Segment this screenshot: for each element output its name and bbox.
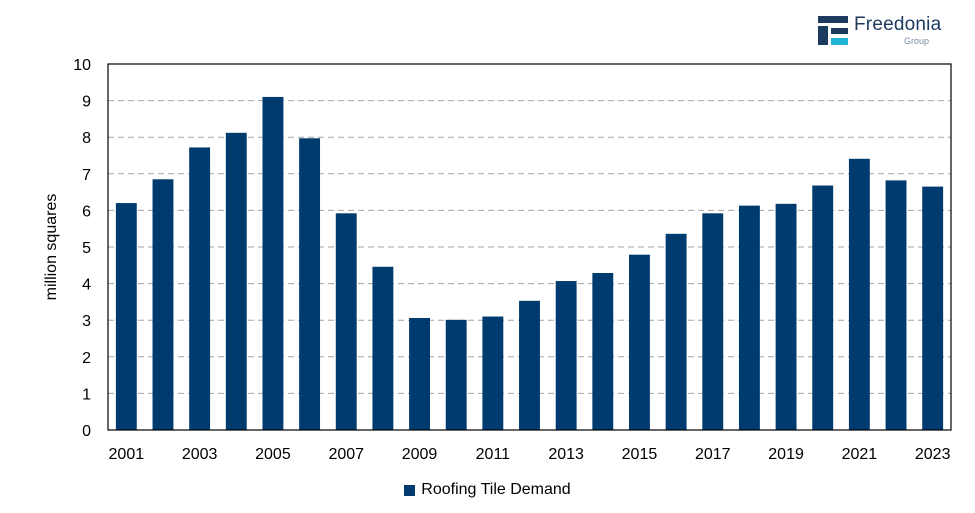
bar-2002 <box>152 179 174 430</box>
bar-2016 <box>665 233 687 430</box>
x-tick-label: 2023 <box>915 446 951 463</box>
bars <box>115 96 944 431</box>
freedonia-logo-icon <box>818 16 848 45</box>
bar-2017 <box>702 213 724 430</box>
bar-2011 <box>482 316 504 430</box>
bar-2012 <box>519 300 540 430</box>
x-tick-label: 2013 <box>548 446 584 463</box>
bar-2019 <box>775 203 797 430</box>
legend-label: Roofing Tile Demand <box>421 481 571 498</box>
x-tick-label: 2007 <box>328 446 364 463</box>
y-tick-label: 10 <box>73 57 91 74</box>
y-tick-label: 9 <box>82 94 91 111</box>
plot-area <box>107 63 952 431</box>
bar-2007 <box>335 213 357 430</box>
y-axis-title: million squares <box>43 194 60 301</box>
bar-2009 <box>409 318 430 430</box>
y-tick-label: 3 <box>82 313 91 330</box>
y-tick-label: 7 <box>82 167 91 184</box>
bar-2023 <box>922 186 944 430</box>
bar-2005 <box>262 96 284 430</box>
x-tick-label: 2009 <box>402 446 438 463</box>
grid-lines <box>108 100 951 394</box>
legend: Roofing Tile Demand <box>0 481 975 499</box>
x-tick-label: 2017 <box>695 446 731 463</box>
y-tick-label: 6 <box>82 203 91 220</box>
x-tick-label: 2003 <box>182 446 218 463</box>
bar-2013 <box>555 281 577 430</box>
bar-2018 <box>738 205 760 430</box>
y-tick-label: 4 <box>82 277 91 294</box>
freedonia-logo: Freedonia Group <box>818 14 958 50</box>
y-tick-label: 0 <box>82 423 91 440</box>
x-tick-label: 2001 <box>109 446 145 463</box>
y-tick-label: 1 <box>82 386 91 403</box>
logo-subtext: Group <box>904 36 930 46</box>
bar-2022 <box>885 180 907 430</box>
y-axis-ticks: 0 1 2 3 4 5 6 7 8 9 10 <box>73 57 91 440</box>
x-tick-label: 2019 <box>768 446 804 463</box>
x-tick-label: 2005 <box>255 446 291 463</box>
bar-2015 <box>629 254 650 430</box>
logo-text: Freedonia <box>854 14 942 35</box>
bar-2010 <box>445 319 467 430</box>
x-tick-label: 2011 <box>476 446 511 463</box>
legend-swatch <box>404 484 416 496</box>
bar-2004 <box>225 132 247 431</box>
bar-2001 <box>115 203 137 430</box>
bar-2008 <box>372 266 394 430</box>
y-tick-label: 2 <box>82 350 91 367</box>
bar-2003 <box>189 147 211 430</box>
bar-2014 <box>592 272 614 430</box>
x-tick-label: 2015 <box>622 446 658 463</box>
x-axis-ticks: 2001 2003 2005 2007 2009 2011 2013 2015 2017 2019… <box>109 446 951 463</box>
y-tick-label: 5 <box>82 240 91 257</box>
y-tick-label: 8 <box>82 130 91 147</box>
bar-2021 <box>848 158 870 430</box>
bar-2020 <box>812 185 834 430</box>
bar-2006 <box>299 138 321 430</box>
x-tick-label: 2021 <box>842 446 878 463</box>
